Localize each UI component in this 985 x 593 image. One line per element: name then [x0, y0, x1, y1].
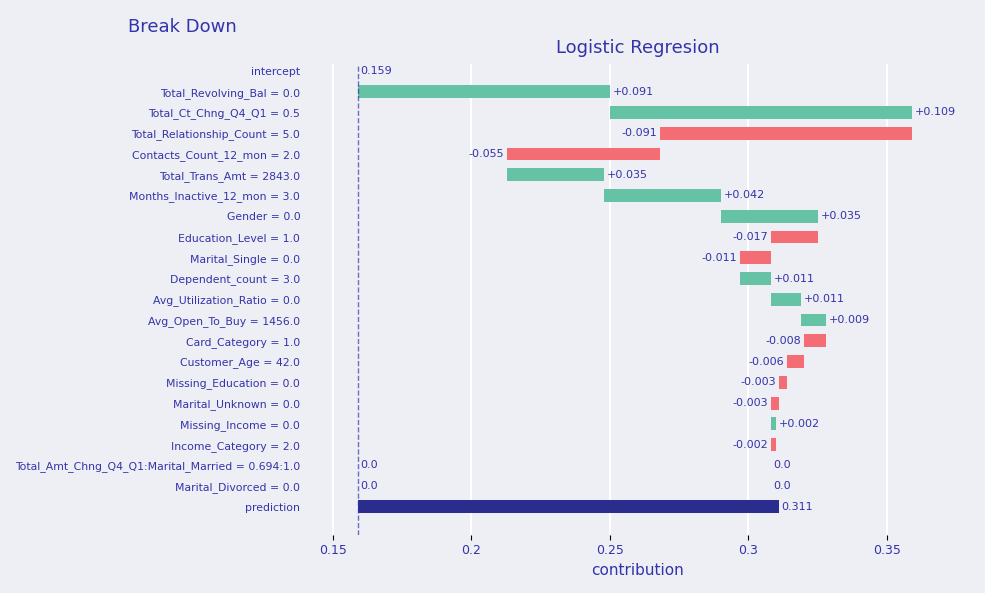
Text: +0.109: +0.109	[915, 107, 955, 117]
Bar	[770, 293, 801, 306]
Bar	[787, 355, 804, 368]
Bar	[358, 85, 610, 98]
Bar	[610, 106, 912, 119]
Text: -0.002: -0.002	[732, 439, 767, 449]
Text: 0.0: 0.0	[361, 481, 378, 491]
Text: +0.002: +0.002	[779, 419, 820, 429]
Text: +0.091: +0.091	[613, 87, 654, 97]
Text: -0.055: -0.055	[469, 149, 504, 159]
Bar	[804, 334, 826, 347]
Bar	[660, 127, 912, 139]
Bar	[770, 417, 776, 431]
Text: 0.311: 0.311	[782, 502, 814, 512]
Bar	[770, 397, 779, 410]
Text: +0.009: +0.009	[828, 315, 870, 325]
Text: -0.017: -0.017	[732, 232, 767, 242]
Title: Logistic Regresion: Logistic Regresion	[556, 39, 719, 57]
Text: +0.035: +0.035	[821, 211, 862, 221]
Text: +0.011: +0.011	[804, 294, 845, 304]
Bar	[740, 251, 770, 264]
Text: +0.042: +0.042	[723, 190, 764, 200]
Bar	[605, 189, 721, 202]
Bar	[770, 231, 818, 244]
Bar	[740, 272, 770, 285]
Bar	[801, 314, 826, 327]
Bar	[770, 438, 776, 451]
Text: -0.003: -0.003	[732, 398, 767, 408]
Text: 0.0: 0.0	[361, 460, 378, 470]
Text: +0.035: +0.035	[607, 170, 648, 180]
Bar	[358, 500, 779, 514]
Text: -0.091: -0.091	[622, 128, 657, 138]
Bar	[721, 210, 818, 222]
Bar	[507, 168, 605, 181]
Bar	[507, 148, 660, 160]
X-axis label: contribution: contribution	[591, 563, 684, 578]
Text: -0.008: -0.008	[765, 336, 801, 346]
Bar	[779, 376, 787, 389]
Text: -0.006: -0.006	[749, 356, 784, 366]
Text: -0.003: -0.003	[741, 377, 776, 387]
Text: 0.0: 0.0	[773, 481, 791, 491]
Text: 0.0: 0.0	[773, 460, 791, 470]
Text: Break Down: Break Down	[128, 18, 236, 36]
Text: 0.159: 0.159	[361, 66, 392, 76]
Text: +0.011: +0.011	[773, 273, 815, 283]
Text: -0.011: -0.011	[701, 253, 738, 263]
